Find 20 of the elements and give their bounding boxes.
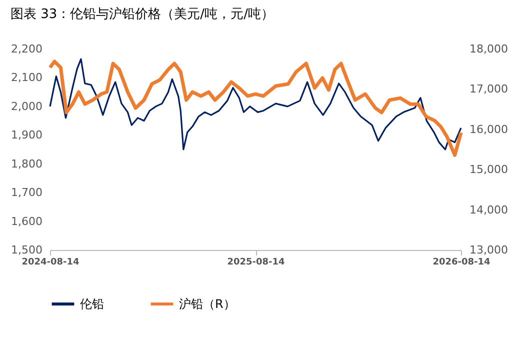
y-tick-label: 1,600	[11, 214, 42, 228]
x-tick-label: 2025-08-14	[227, 258, 285, 268]
y2-tick-label: 17,000	[470, 82, 508, 96]
chart-title: 图表 33：伦铅与沪铅价格（美元/吨，元/吨）	[10, 6, 274, 22]
y-tick-label: 2,200	[11, 42, 42, 56]
y2-tick-label: 14,000	[470, 203, 508, 216]
y2-tick-label: 18,000	[470, 42, 508, 56]
x-tick-label: 2024-08-14	[22, 258, 80, 268]
legend-label: 伦铅	[80, 297, 104, 311]
y-tick-label: 1,800	[11, 157, 42, 170]
y2-tick-label: 13,000	[470, 244, 508, 256]
y-tick-label: 1,500	[11, 244, 42, 256]
y-tick-label: 2,000	[11, 100, 42, 113]
y2-tick-label: 16,000	[470, 122, 508, 136]
y-tick-label: 1,900	[11, 128, 42, 142]
y2-tick-label: 15,000	[470, 163, 508, 176]
y-tick-label: 2,100	[11, 71, 42, 84]
x-tick-label: 2026-08-14	[432, 258, 490, 268]
y-tick-label: 1,700	[11, 186, 42, 200]
legend-label: 沪铅（R）	[179, 297, 236, 311]
